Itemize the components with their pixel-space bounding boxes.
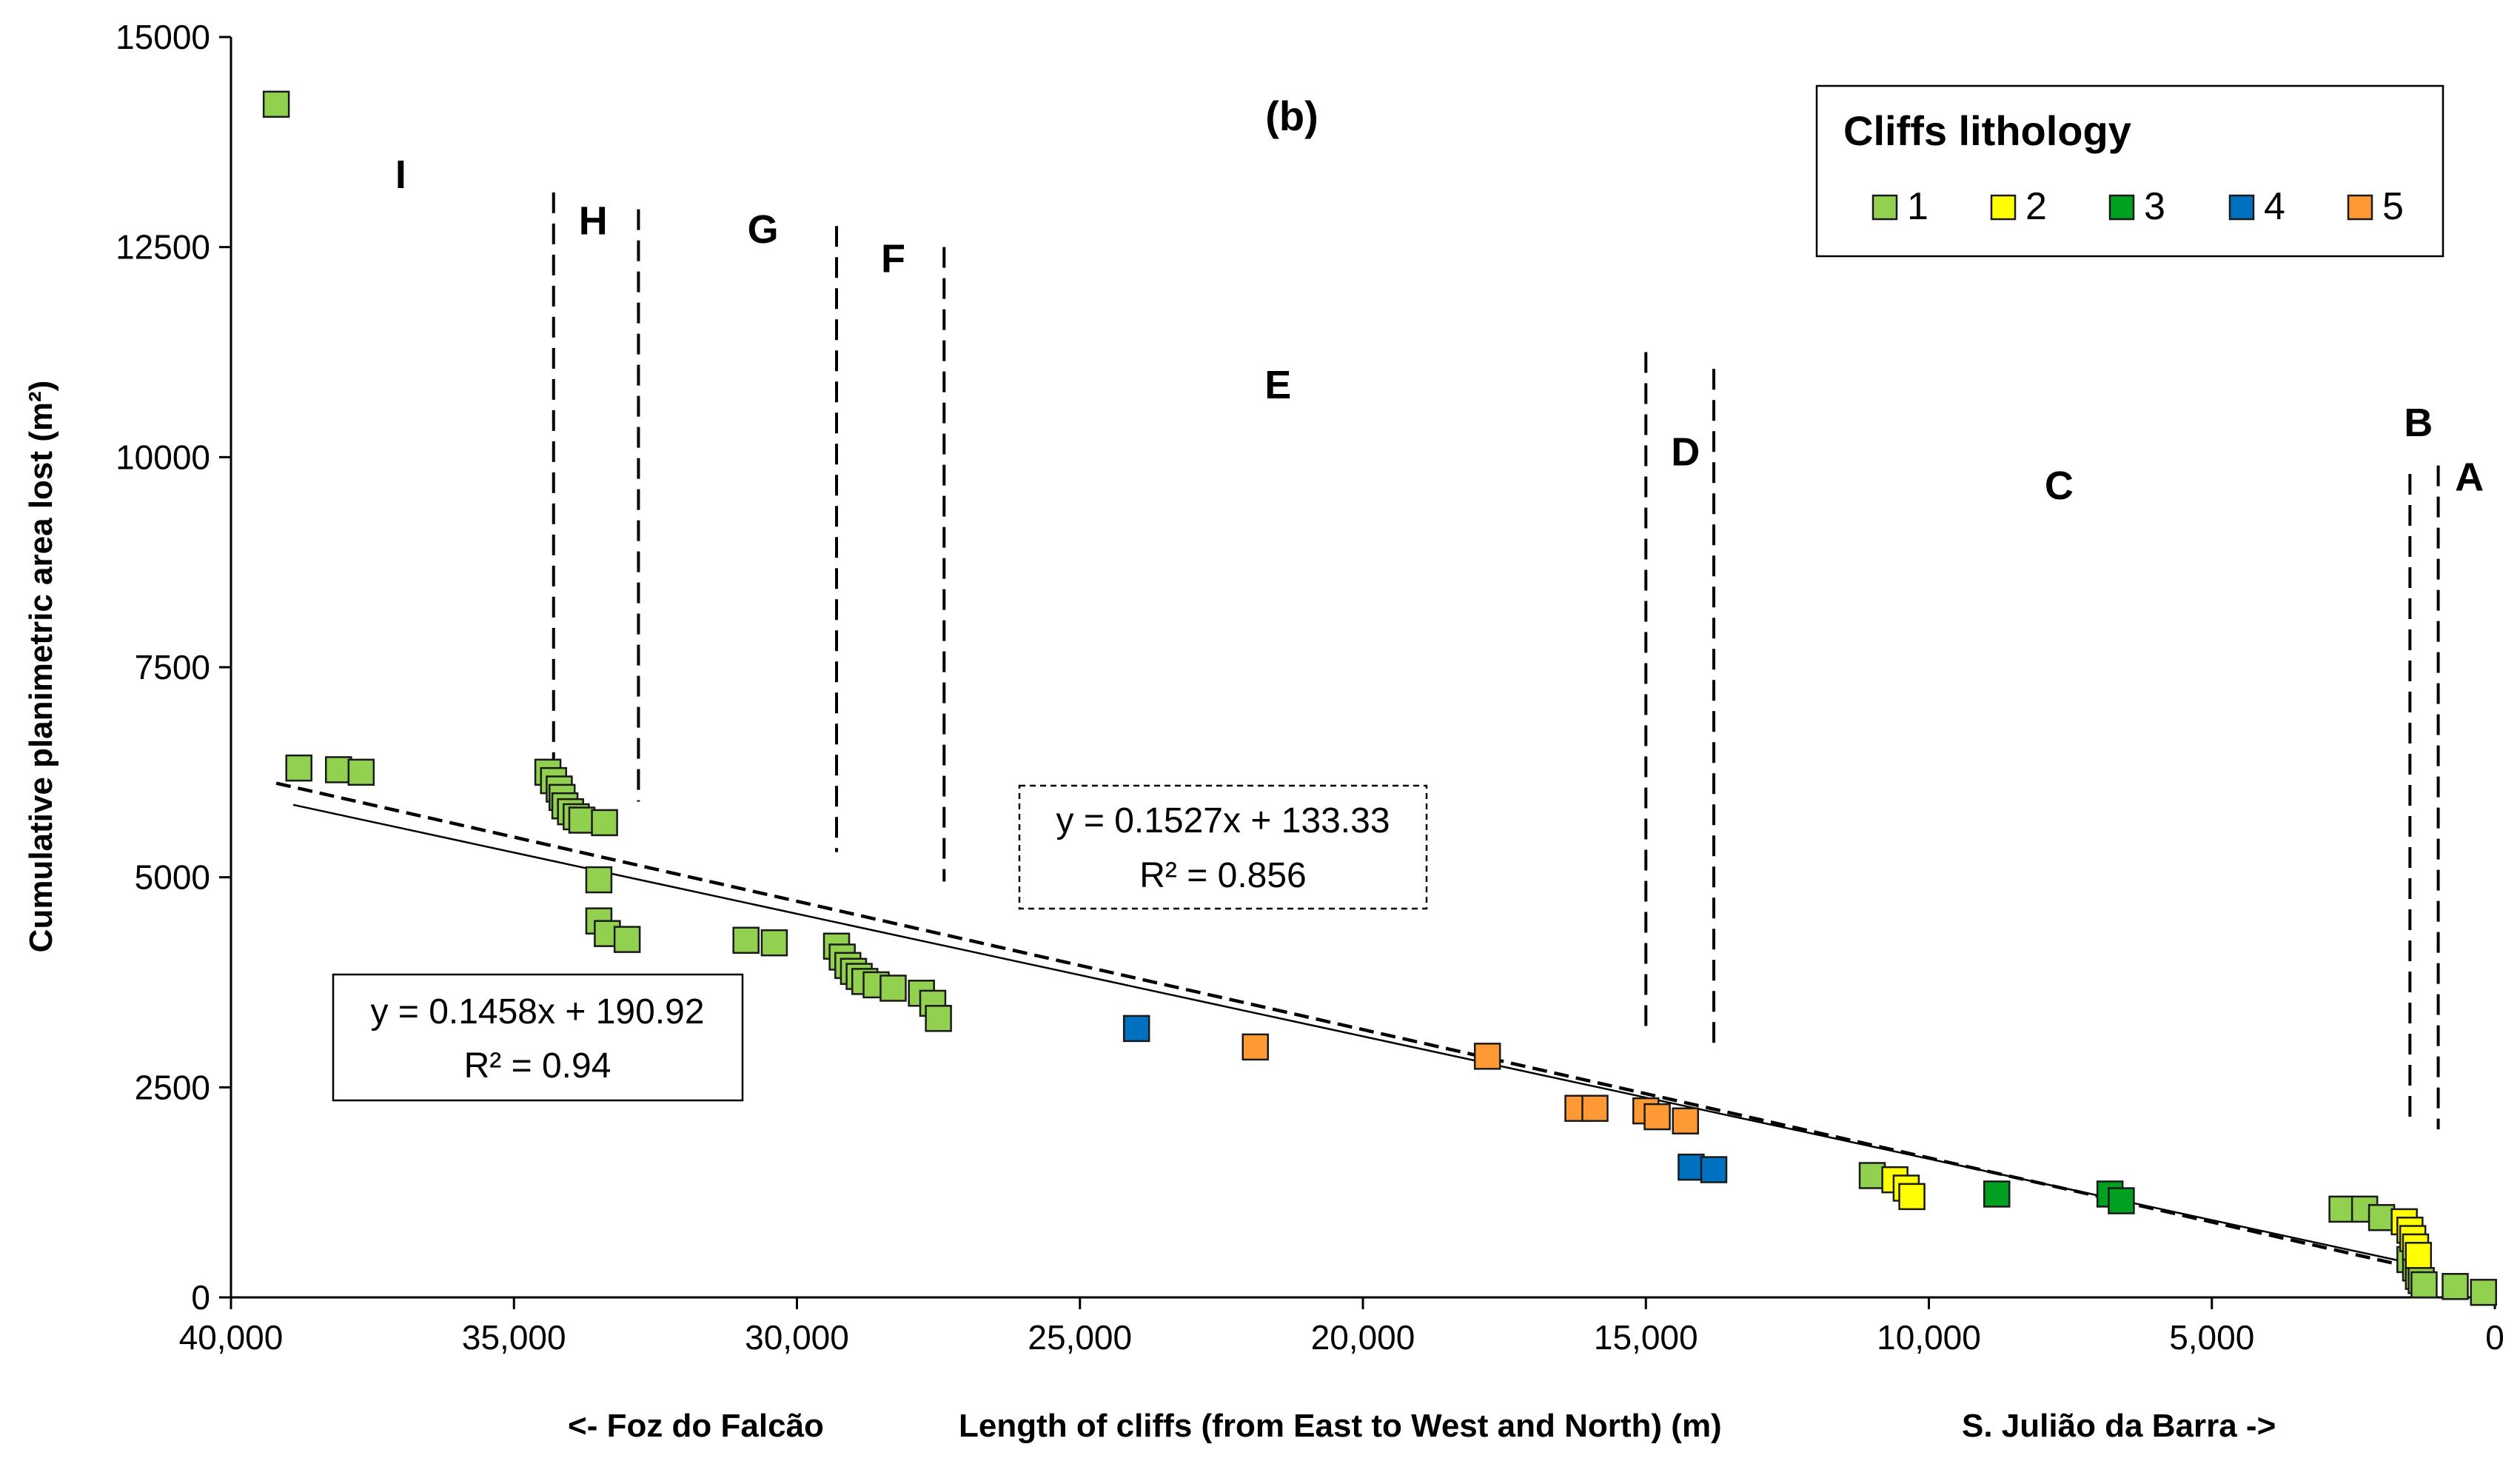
data-point-lithology-1 <box>2470 1278 2497 1306</box>
legend-swatch-3 <box>2108 194 2135 221</box>
region-label-B: B <box>2404 401 2433 445</box>
legend-title: Cliffs lithology <box>1843 107 2131 154</box>
region-label-C: C <box>2045 464 2074 508</box>
y-tick-label: 15000 <box>115 18 210 56</box>
legend-label-3: 3 <box>2144 185 2165 228</box>
equation-dashed: y = 0.1527x + 133.33 <box>1056 801 1390 840</box>
data-point-lithology-3 <box>2108 1187 2135 1214</box>
region-label-G: G <box>748 207 779 252</box>
data-point-lithology-4 <box>1678 1153 1705 1181</box>
x-axis-title: Length of cliffs (from East to West and … <box>959 1408 1722 1444</box>
legend-swatch-1 <box>1871 194 1898 221</box>
legend-label-2: 2 <box>2025 185 2047 228</box>
data-point-lithology-1 <box>732 926 760 955</box>
x-tick-label: 10,000 <box>1877 1318 1981 1357</box>
r2-solid: R² = 0.94 <box>464 1046 611 1086</box>
data-point-lithology-4 <box>1122 1015 1150 1043</box>
data-point-lithology-5 <box>1643 1103 1671 1131</box>
data-point-lithology-1 <box>760 929 788 957</box>
y-tick-label: 10000 <box>115 438 210 476</box>
legend-swatch-5 <box>2347 194 2373 221</box>
legend-label-1: 1 <box>1907 185 1928 228</box>
x-tick-label: 35,000 <box>462 1318 566 1357</box>
y-tick-label: 12500 <box>115 228 210 267</box>
data-points <box>262 90 2497 1306</box>
y-tick-label: 7500 <box>135 648 210 686</box>
data-point-lithology-5 <box>1581 1094 1609 1122</box>
r2-dashed: R² = 0.856 <box>1139 856 1306 895</box>
data-point-lithology-1 <box>585 866 613 894</box>
data-point-lithology-1 <box>285 754 312 782</box>
region-label-I: I <box>395 153 406 197</box>
data-point-lithology-1 <box>591 809 618 837</box>
region-label-D: D <box>1671 430 1700 475</box>
x-axis-title-right: S. Julião da Barra -> <box>1962 1408 2276 1444</box>
y-tick-label: 0 <box>191 1278 210 1317</box>
legend-label-4: 4 <box>2264 185 2285 228</box>
data-point-lithology-1 <box>1858 1162 1886 1189</box>
data-point-lithology-1 <box>568 806 596 834</box>
x-axis-title-left: <- Foz do Falcão <box>568 1408 824 1444</box>
data-point-lithology-5 <box>1473 1043 1501 1070</box>
x-tick-label: 20,000 <box>1311 1318 1415 1357</box>
equation-solid: y = 0.1458x + 190.92 <box>370 992 704 1032</box>
legend-swatch-2 <box>1990 194 2017 221</box>
region-labels: I H G F E D C BA <box>395 153 2484 508</box>
data-point-lithology-3 <box>1983 1180 2011 1208</box>
data-point-lithology-2 <box>2405 1242 2433 1269</box>
trendlines <box>275 781 2427 1273</box>
data-point-lithology-5 <box>1241 1033 1269 1061</box>
equation-box-dashed: y = 0.1527x + 133.33 R² = 0.856 <box>1018 784 1428 910</box>
data-point-lithology-1 <box>2442 1272 2469 1300</box>
x-tick-label: 15,000 <box>1594 1318 1698 1357</box>
x-tick-label: 25,000 <box>1028 1318 1132 1357</box>
region-boundaries <box>552 192 2440 1130</box>
data-point-lithology-1 <box>262 90 290 118</box>
data-point-lithology-2 <box>1898 1183 1926 1211</box>
legend-label-5: 5 <box>2382 185 2404 228</box>
legend-frame <box>1815 84 2444 258</box>
data-point-lithology-1 <box>879 975 907 1002</box>
data-point-lithology-1 <box>2328 1195 2356 1223</box>
x-tick-label: 5,000 <box>2169 1318 2254 1357</box>
trendline-dashed <box>275 781 2427 1273</box>
legend-entries: 1 2 3 4 5 <box>1871 185 2404 228</box>
legend: Cliffs lithology 1 2 3 4 5 <box>1815 84 2444 258</box>
y-axis-title: Cumulative planimetric area lost (m²) <box>23 381 59 953</box>
equation-box-dashed-frame <box>1018 784 1428 910</box>
x-tick-label: 30,000 <box>745 1318 849 1357</box>
data-point-lithology-1 <box>613 926 641 953</box>
data-point-lithology-5 <box>1672 1107 1700 1134</box>
data-point-lithology-4 <box>1700 1156 1728 1183</box>
x-tick-label: 40,000 <box>179 1318 284 1357</box>
data-point-lithology-1 <box>2367 1203 2396 1231</box>
x-tick-label: 0 <box>2485 1318 2504 1357</box>
region-label-F: F <box>881 237 905 281</box>
y-tick-label: 2500 <box>135 1068 210 1106</box>
region-label-H: H <box>579 199 608 244</box>
panel-label: (b) <box>1265 93 1318 139</box>
data-point-lithology-1 <box>925 1005 952 1032</box>
region-label-E: E <box>1264 363 1291 407</box>
data-point-lithology-1 <box>325 756 352 783</box>
equation-box-solid: y = 0.1458x + 190.92 R² = 0.94 <box>332 973 744 1102</box>
data-point-lithology-1 <box>2410 1271 2438 1299</box>
y-tick-label: 5000 <box>135 858 210 897</box>
legend-swatch-4 <box>2228 194 2255 221</box>
equation-box-solid-frame <box>332 973 744 1102</box>
region-label-A: A <box>2455 455 2484 500</box>
data-point-lithology-1 <box>347 758 375 786</box>
